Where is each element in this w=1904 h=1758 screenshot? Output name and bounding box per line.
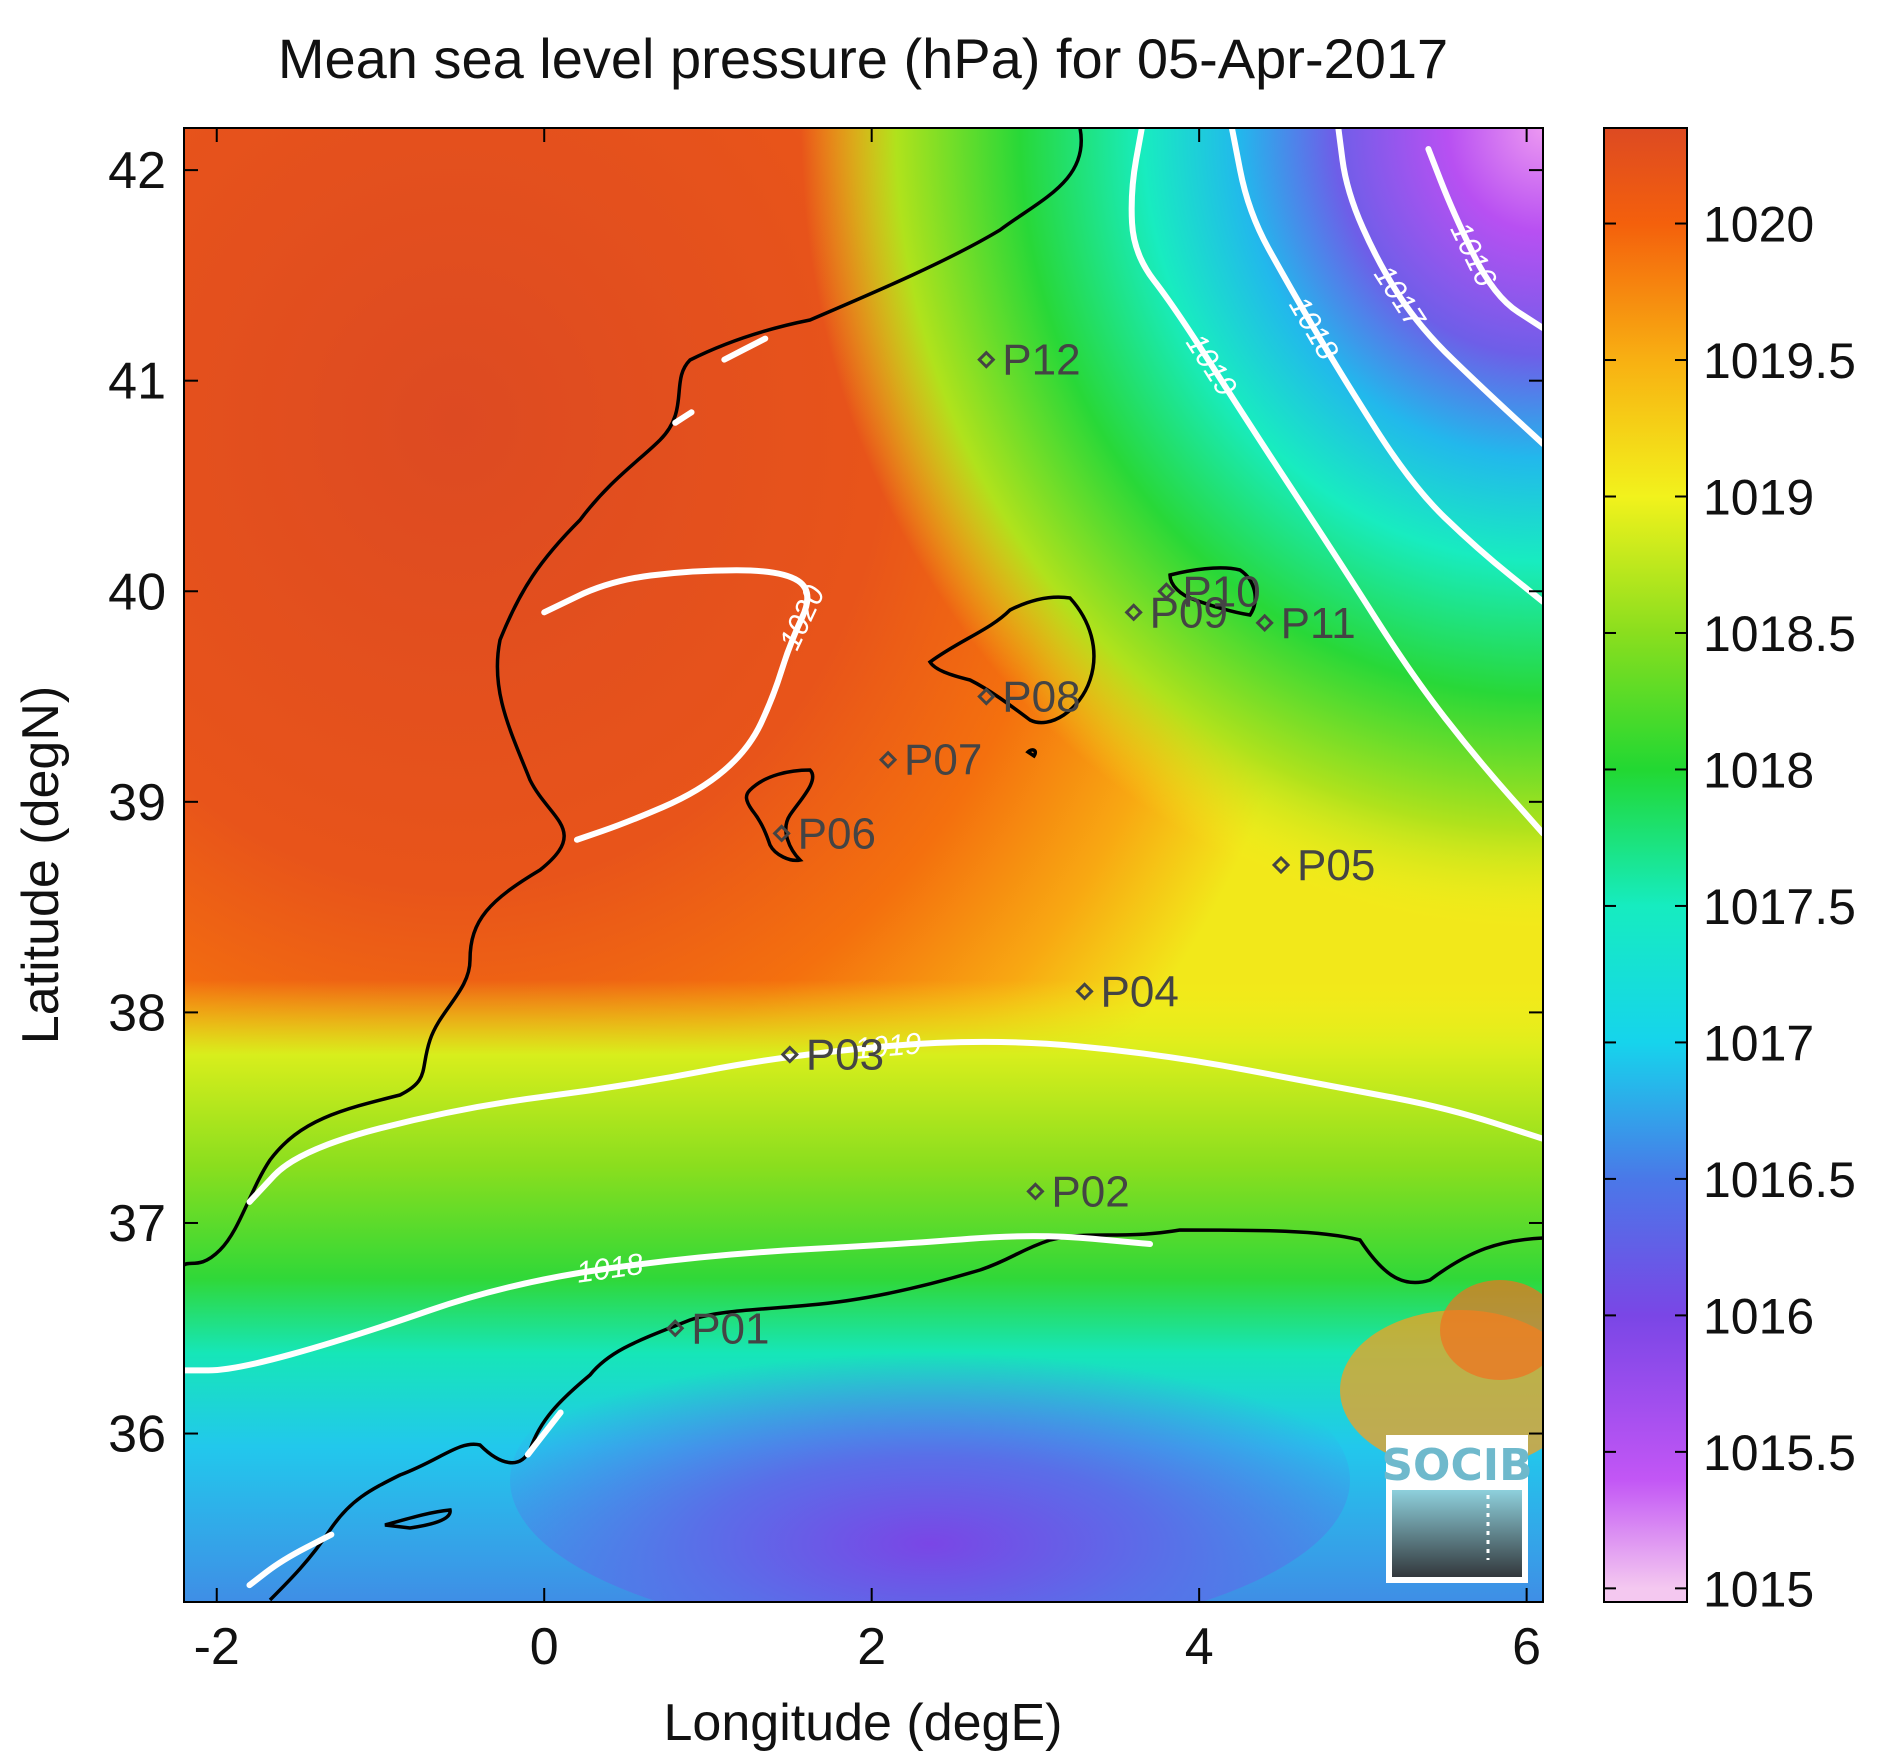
station-label: P07 bbox=[904, 736, 982, 785]
isobar-1016 bbox=[1425, 146, 1543, 332]
station-label: P12 bbox=[1002, 336, 1080, 385]
station-marker bbox=[1271, 855, 1291, 875]
ibiza-coastline bbox=[744, 768, 815, 863]
colorbar-tick-label: 1015 bbox=[1703, 1561, 1814, 1617]
station-marker bbox=[666, 1319, 685, 1338]
plot-frame bbox=[183, 127, 1544, 1603]
isobar-1018 bbox=[246, 1531, 335, 1589]
colorbar-scale bbox=[1603, 127, 1688, 1603]
colorbar-tick-label: 1017 bbox=[1703, 1015, 1814, 1071]
y-tick-label: 36 bbox=[108, 1406, 166, 1464]
isobar-1018 bbox=[184, 1233, 1154, 1374]
cabrera-islet bbox=[1025, 748, 1038, 759]
colorbar-tick-label: 1019 bbox=[1703, 470, 1814, 526]
colorbar-tick-label: 1020 bbox=[1703, 197, 1814, 253]
station-marker bbox=[1157, 582, 1176, 601]
station-marker bbox=[977, 350, 996, 369]
x-tick-label: 0 bbox=[530, 1618, 559, 1676]
isobar-1020 bbox=[721, 335, 769, 363]
alboran-islet bbox=[384, 1508, 452, 1530]
x-tick-label: 4 bbox=[1185, 1618, 1214, 1676]
station-marker bbox=[1026, 1182, 1045, 1201]
colorbar-tick-label: 1016.5 bbox=[1703, 1152, 1856, 1208]
y-axis-ticks: 36 37 38 39 40 41 42 bbox=[108, 142, 1543, 1464]
isobar-1020 bbox=[541, 567, 811, 843]
station-marker bbox=[772, 824, 791, 843]
station-marker bbox=[1075, 982, 1094, 1001]
station-marker bbox=[878, 750, 898, 769]
station-marker bbox=[977, 687, 996, 706]
isobar-1020 bbox=[672, 409, 695, 426]
colorbar: 1015 1015.5 1016 1016.5 1017 1017.5 1018 1018.5… bbox=[1603, 127, 1856, 1617]
iberia-coastline bbox=[184, 128, 1084, 1267]
x-axis-ticks: -2 0 2 4 6 bbox=[194, 128, 1541, 1676]
station-label: P06 bbox=[798, 809, 876, 858]
colorbar-tick-label: 1016 bbox=[1703, 1288, 1814, 1344]
x-axis-label: Longitude (degE) bbox=[664, 1694, 1063, 1752]
isobar-label: 1019 bbox=[853, 1027, 923, 1066]
colorbar-tick-label: 1019.5 bbox=[1703, 333, 1856, 389]
isobar-1019 bbox=[1128, 128, 1543, 837]
y-tick-label: 40 bbox=[108, 563, 166, 621]
colorbar-tick-label: 1018 bbox=[1703, 742, 1814, 798]
station-label: P11 bbox=[1281, 599, 1356, 648]
station-label: P10 bbox=[1182, 567, 1260, 616]
station-label: P01 bbox=[691, 1304, 769, 1353]
x-tick-label: 2 bbox=[857, 1618, 886, 1676]
isobar-1017 bbox=[1335, 128, 1543, 447]
station-label: P08 bbox=[1002, 673, 1080, 722]
station-label: P02 bbox=[1051, 1167, 1129, 1216]
isobar-1018 bbox=[524, 1409, 564, 1458]
x-tick-label: -2 bbox=[194, 1618, 240, 1676]
coastlines bbox=[184, 128, 1543, 1602]
y-axis-label: Latitude (degN) bbox=[12, 686, 70, 1044]
menorca-coastline bbox=[1168, 566, 1257, 617]
station-label: P04 bbox=[1101, 967, 1179, 1016]
north-africa-coastline bbox=[268, 1228, 1543, 1602]
y-tick-label: 41 bbox=[108, 353, 166, 411]
mallorca-coastline bbox=[927, 595, 1096, 725]
map-title: Mean sea level pressure (hPa) for 05-Apr… bbox=[278, 27, 1448, 90]
colorbar-tick-label: 1018.5 bbox=[1703, 606, 1856, 662]
colorbar-tick-label: 1015.5 bbox=[1703, 1425, 1856, 1481]
isobar-1019 bbox=[246, 1038, 1543, 1205]
y-tick-label: 39 bbox=[108, 774, 166, 832]
y-tick-label: 42 bbox=[108, 142, 166, 200]
station-marker bbox=[1255, 613, 1274, 632]
colorbar-ticks: 1015 1015.5 1016 1016.5 1017 1017.5 1018 1018.5… bbox=[1604, 197, 1856, 1617]
socib-logo-text: SOCIB bbox=[1381, 1440, 1532, 1491]
y-tick-label: 38 bbox=[108, 984, 166, 1042]
station-label: P03 bbox=[806, 1031, 884, 1080]
y-tick-label: 37 bbox=[108, 1195, 166, 1253]
colorbar-tick-label: 1017.5 bbox=[1703, 879, 1856, 935]
x-tick-label: 6 bbox=[1512, 1618, 1541, 1676]
station-marker bbox=[780, 1045, 799, 1064]
station-marker bbox=[1124, 603, 1143, 622]
isobar-1018 bbox=[1228, 128, 1543, 605]
station-label: P05 bbox=[1297, 841, 1375, 890]
socib-logo: SOCIB bbox=[1381, 1435, 1533, 1583]
